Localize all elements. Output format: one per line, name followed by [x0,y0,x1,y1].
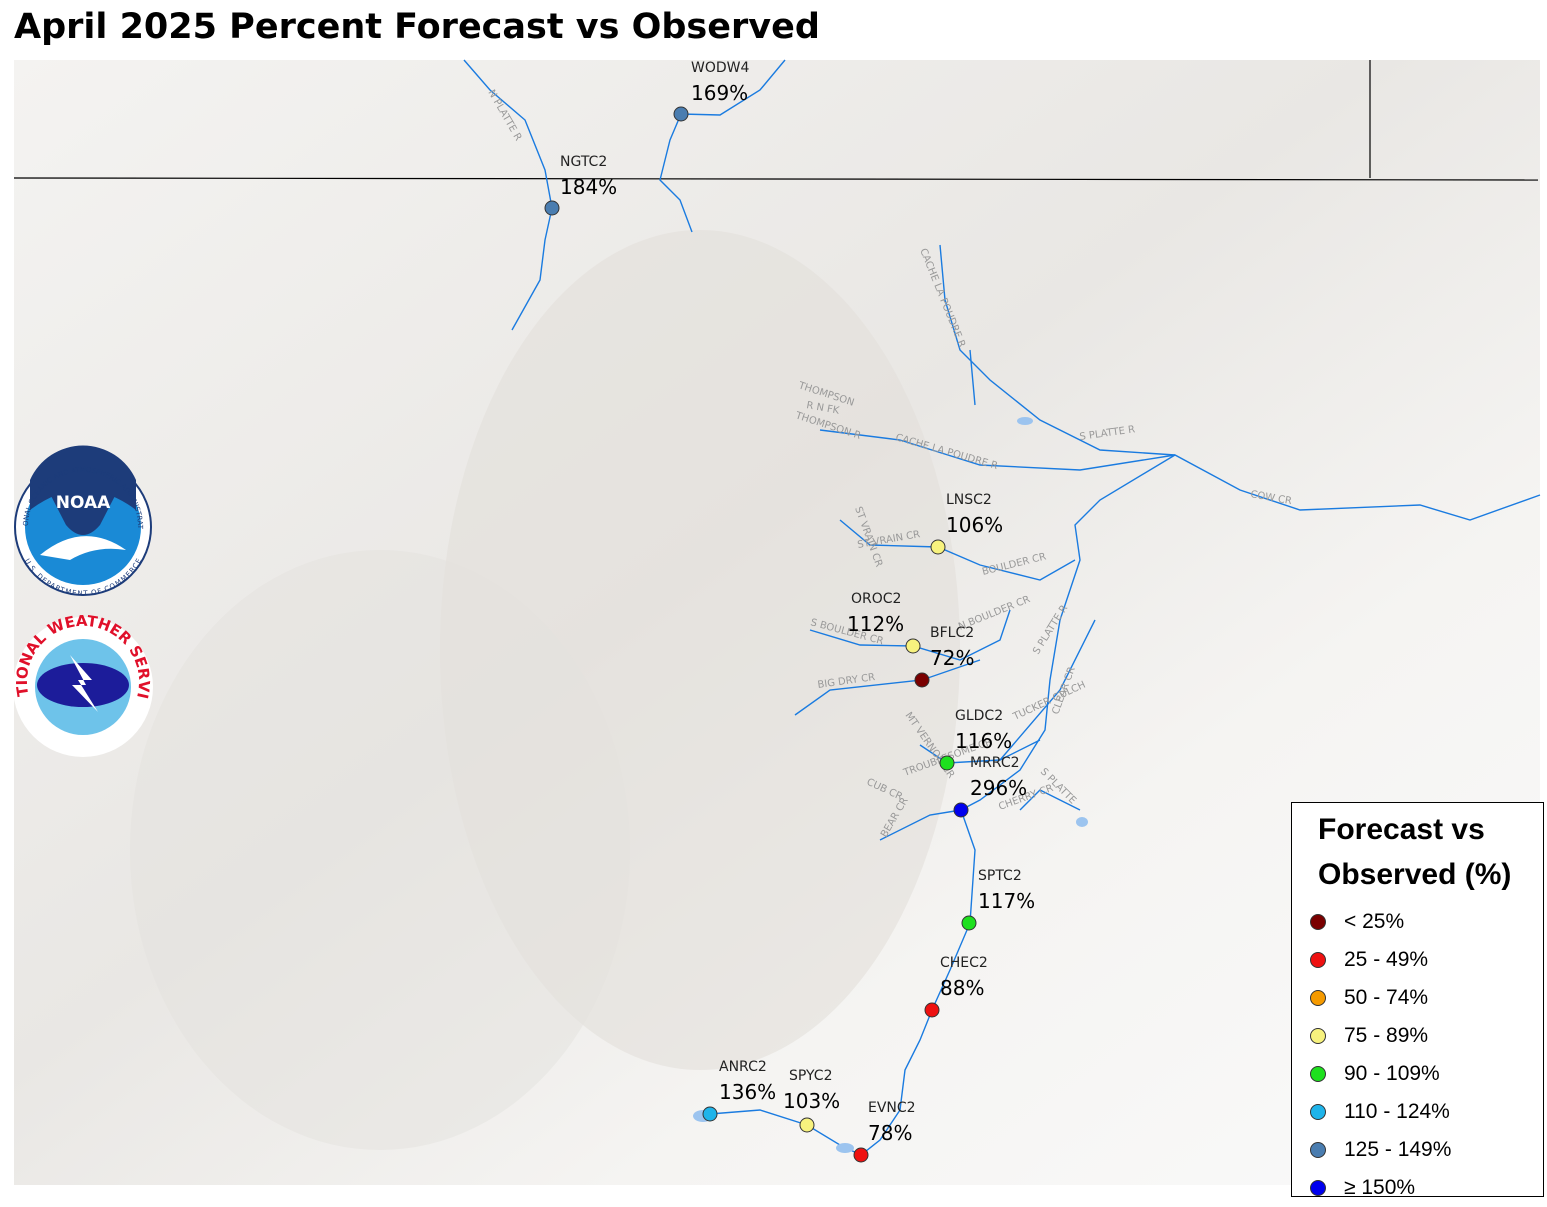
legend-swatch [1310,1180,1326,1196]
station-marker [853,1147,869,1163]
station-percent: 103% [783,1089,840,1113]
station-id: SPTC2 [978,868,1022,884]
legend-label: 50 - 74% [1344,986,1429,1009]
station-percent: 296% [970,776,1027,800]
legend-swatch [1310,914,1326,930]
legend-label: 125 - 149% [1344,1138,1452,1161]
state-borders [13,60,1539,181]
legend-label: 110 - 124% [1344,1100,1450,1123]
station-id: NGTC2 [560,154,607,170]
legend-item: 50 - 74% [1310,979,1543,1017]
legend-label: 25 - 49% [1344,948,1429,971]
station-marker [961,915,977,931]
legend-swatch [1310,1028,1326,1044]
station-percent: 72% [930,646,974,670]
legend-item: ≥ 150% [1310,1169,1543,1207]
station-marker [673,106,689,122]
legend-item: 75 - 89% [1310,1017,1543,1055]
legend-item: < 25% [1310,903,1543,941]
legend-label: 90 - 109% [1344,1062,1440,1085]
legend-label: ≥ 150% [1344,1176,1416,1199]
station-marker [544,200,560,216]
station-marker [930,539,946,555]
station-marker [924,1002,940,1018]
station-id: BFLC2 [930,625,974,641]
legend-item: 125 - 149% [1310,1131,1543,1169]
mountains [130,550,630,1150]
station-marker [953,802,969,818]
station-percent: 112% [847,612,904,636]
station-percent: 88% [940,976,984,1000]
legend-item: 90 - 109% [1310,1055,1543,1093]
legend-item: 25 - 49% [1310,941,1543,979]
station-percent: 116% [955,729,1012,753]
station-id: SPYC2 [789,1068,833,1084]
legend-swatch [1310,990,1326,1006]
station-id: WODW4 [691,60,749,76]
legend-label: 75 - 89% [1344,1024,1429,1047]
map-title: April 2025 Percent Forecast vs Observed [14,7,820,47]
station-marker [702,1106,718,1122]
station-id: GLDC2 [955,708,1003,724]
station-percent: 136% [719,1080,776,1104]
station-percent: 78% [868,1121,912,1145]
station-id: LNSC2 [946,492,992,508]
station-percent: 184% [560,175,617,199]
legend-swatch [1310,1104,1326,1120]
noaa-text: NOAA [56,493,111,513]
station-marker [905,638,921,654]
legend-swatch [1310,1066,1326,1082]
station-id: EVNC2 [868,1100,916,1116]
legend-title: Forecast vs Observed (%) [1318,813,1512,891]
station-percent: 117% [978,889,1035,913]
legend-swatch [1310,1142,1326,1158]
station-id: ANRC2 [719,1059,767,1075]
station-percent: 169% [691,81,748,105]
station-percent: 106% [946,513,1003,537]
station-id: OROC2 [851,591,901,607]
station-id: CHEC2 [940,955,988,971]
legend-swatch [1310,952,1326,968]
legend-label: < 25% [1344,910,1405,933]
station-marker [914,672,930,688]
station-marker [939,755,955,771]
station-marker [799,1117,815,1133]
legend-item: 110 - 124% [1310,1093,1543,1131]
station-id: MRRC2 [970,755,1020,771]
legend: Forecast vs Observed (%) < 25% 25 - 49% 50… [1291,802,1544,1199]
rivers [463,59,1541,1156]
